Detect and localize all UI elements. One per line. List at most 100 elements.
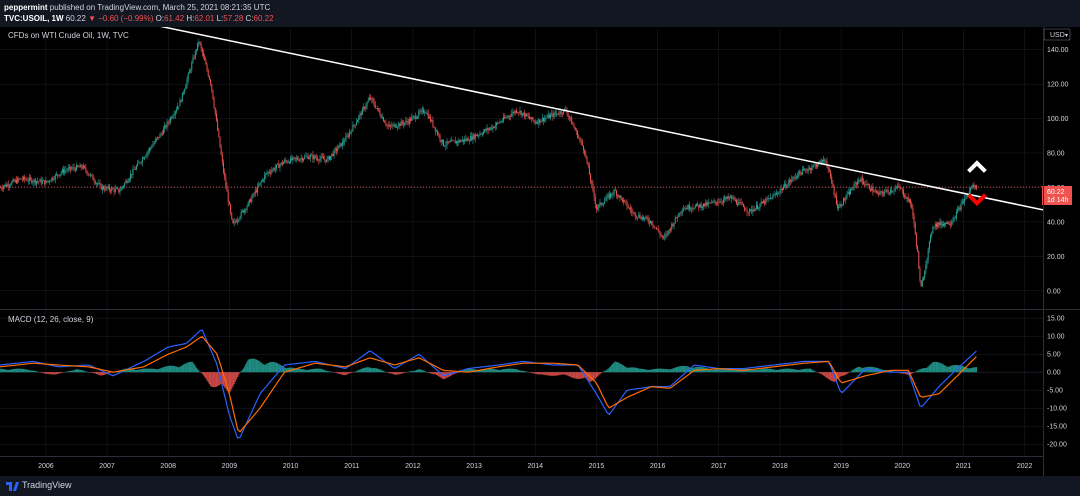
candle-body	[647, 218, 649, 222]
macd-histogram-bar	[347, 372, 349, 374]
candle-body	[913, 215, 915, 224]
macd-histogram-bar	[587, 372, 589, 381]
candle-body	[733, 197, 735, 201]
candle-body	[815, 164, 817, 167]
macd-histogram-bar	[631, 367, 633, 373]
macd-histogram-bar	[628, 367, 630, 373]
macd-histogram-bar	[381, 370, 383, 373]
tradingview-brand[interactable]: TradingView	[22, 480, 72, 490]
macd-histogram-bar	[788, 368, 790, 373]
candle-body	[105, 186, 107, 190]
candle-body	[85, 167, 87, 171]
candle-body	[701, 206, 703, 208]
macd-histogram-bar	[493, 369, 495, 373]
macd-histogram-bar	[694, 367, 696, 373]
author-name[interactable]: peppermint	[4, 3, 48, 12]
price-axis[interactable]: USD ▾ 140.00120.00100.0080.0060.0040.002…	[1042, 28, 1072, 295]
chart-area[interactable]: CFDs on WTI Crude Oil, 1W, TVC USD ▾ 140…	[0, 27, 1080, 476]
time-tick-label: 2020	[895, 463, 911, 470]
candle-body	[401, 121, 403, 124]
candle-body	[106, 186, 108, 189]
candle-body	[762, 201, 764, 204]
macd-histogram-bar	[507, 368, 509, 373]
candle-body	[63, 169, 65, 173]
macd-histogram-bar	[555, 372, 558, 376]
macd-histogram-bar	[6, 369, 8, 373]
macd-histogram-bar	[298, 368, 300, 373]
candle-body	[185, 85, 187, 90]
candle-body	[153, 142, 155, 145]
candle-body	[68, 166, 70, 168]
candle-body	[205, 60, 207, 65]
candle-body	[365, 106, 367, 109]
candle-body	[403, 123, 405, 125]
macd-histogram-bar	[378, 368, 380, 373]
macd-histogram-bar	[31, 370, 33, 373]
chart-title: CFDs on WTI Crude Oil, 1W, TVC	[8, 31, 129, 40]
macd-histogram-bar	[866, 366, 868, 373]
candle-body	[228, 201, 230, 205]
candle-body	[870, 189, 872, 191]
candle-body	[970, 188, 972, 192]
candle-body	[874, 191, 876, 193]
candle-body	[460, 140, 462, 142]
macd-histogram-bar	[731, 369, 733, 373]
macd-histogram-bar	[215, 372, 218, 387]
macd-histogram-bar	[37, 371, 39, 373]
macd-histogram-bar	[439, 372, 441, 378]
macd-pane[interactable]: MACD (12, 26, close, 9) 15.0010.005.000.…	[0, 315, 1067, 449]
macd-histogram-bar	[239, 372, 241, 373]
candle-body	[312, 155, 314, 160]
candle-body	[173, 114, 175, 117]
trendline[interactable]	[107, 27, 1044, 211]
price-pane[interactable]: CFDs on WTI Crude Oil, 1W, TVC	[0, 27, 1044, 287]
macd-histogram-bar	[501, 369, 503, 373]
candle-body	[295, 158, 297, 159]
candle-body	[32, 181, 34, 183]
candle-body	[211, 84, 213, 90]
macd-histogram-bar	[754, 369, 756, 373]
macd-histogram-bar	[368, 367, 370, 373]
candle-body	[463, 139, 465, 142]
candle-body	[188, 71, 190, 74]
macd-histogram-bar	[174, 366, 176, 373]
candle-body	[181, 92, 183, 102]
time-axis[interactable]: 2006 2007 2008 2009 2010 2011 2012 2013 2014 2015…	[0, 456, 1080, 471]
candle-body	[648, 221, 650, 223]
candle-body	[626, 202, 628, 207]
macd-histogram-bar	[355, 371, 358, 373]
macd-histogram-bar	[377, 368, 379, 373]
macd-histogram-bar	[335, 372, 338, 374]
macd-histogram-bar	[534, 372, 536, 374]
candle-body	[46, 180, 48, 182]
candle-body	[945, 222, 947, 225]
candle-body	[875, 191, 877, 193]
candle-body	[807, 169, 809, 172]
candle-body	[608, 194, 610, 198]
macd-histogram-bar	[798, 369, 800, 373]
tradingview-logo-icon[interactable]	[6, 480, 20, 492]
symbol-label[interactable]: TVC:USOIL, 1W	[4, 14, 64, 23]
candle-body	[665, 234, 667, 237]
macd-histogram-bar	[811, 369, 813, 373]
macd-histogram-bar	[671, 368, 673, 373]
currency-dropdown-icon[interactable]: ▾	[1065, 33, 1068, 39]
candle-body	[8, 185, 10, 187]
candle-body	[66, 170, 68, 171]
macd-histogram-bar	[915, 371, 918, 373]
candle-body	[764, 201, 766, 204]
macd-histogram-bar	[765, 368, 767, 373]
macd-histogram-bar	[342, 372, 345, 375]
macd-histogram-bar	[805, 368, 807, 373]
candle-body	[592, 183, 594, 190]
candle-body	[55, 174, 57, 175]
macd-histogram-bar	[799, 369, 801, 373]
macd-histogram-bar	[221, 372, 223, 385]
candle-body	[906, 197, 908, 199]
candle-body	[705, 202, 707, 207]
candle-body	[758, 207, 760, 209]
macd-histogram-bar	[824, 372, 826, 377]
candle-body	[272, 168, 274, 171]
macd-histogram-bar	[414, 370, 416, 373]
candle-body	[334, 148, 336, 150]
